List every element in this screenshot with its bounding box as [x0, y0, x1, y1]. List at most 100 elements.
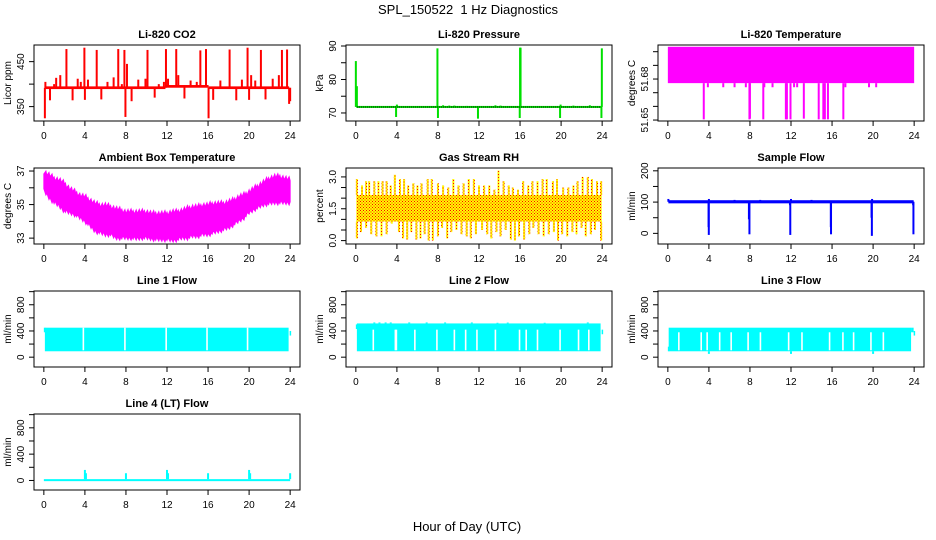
line-4-lt-flow-y-axis-label: ml/min	[3, 437, 14, 466]
li-820-co2-x-tick-label: 24	[285, 131, 297, 142]
sample-flow-x-tick-label: 0	[665, 254, 671, 265]
li-820-co2-y-axis-label: Licor ppm	[3, 61, 14, 105]
li-820-temperature-x-tick-label: 4	[706, 131, 712, 142]
line-3-flow-x-tick-label: 20	[868, 377, 880, 388]
line-3-flow-band	[667, 346, 670, 352]
line-1-flow-title: Line 1 Flow	[137, 275, 197, 287]
line-1-flow-x-tick-label: 0	[41, 377, 47, 388]
li-820-pressure-panel: Li-820 Pressure 0 4 8 12 16 20 24 70 80 90 kPa	[315, 29, 613, 142]
line-3-flow-title: Line 3 Flow	[761, 275, 821, 287]
li-820-co2-y-tick-label: 450	[16, 53, 27, 70]
li-820-temperature-x-tick-label: 24	[909, 131, 921, 142]
line-2-flow-x-tick-label: 16	[514, 377, 526, 388]
ambient-box-temperature-x-tick-label: 16	[202, 254, 214, 265]
line-1-flow-band	[43, 327, 46, 333]
gas-stream-rh-band	[356, 194, 602, 222]
li-820-pressure-x-tick-label: 0	[353, 131, 359, 142]
line-1-flow-band	[289, 330, 292, 336]
line-1-flow-y-tick-label: 800	[16, 296, 27, 313]
li-820-pressure-x-tick-label: 20	[556, 131, 568, 142]
line-2-flow-y-tick-label: 400	[328, 322, 339, 339]
line-4-lt-flow-y-tick-label: 0	[16, 477, 27, 483]
li-820-temperature-x-tick-label: 20	[868, 131, 880, 142]
line-2-flow-plot-area	[355, 322, 604, 352]
line-2-flow-y-axis-label: ml/min	[315, 314, 326, 343]
line-4-lt-flow-x-tick-label: 12	[161, 500, 173, 511]
ambient-box-temperature-y-tick-label: 33	[16, 232, 27, 244]
li-820-temperature-x-tick-label: 16	[826, 131, 838, 142]
sample-flow-y-tick-label: 200	[640, 162, 651, 179]
line-4-lt-flow-band	[43, 479, 291, 482]
line-2-flow-x-tick-label: 8	[435, 377, 441, 388]
sample-flow-y-axis-label: ml/min	[627, 191, 638, 220]
li-820-co2-title: Li-820 CO2	[138, 29, 195, 41]
line-3-flow-x-tick-label: 16	[826, 377, 838, 388]
line-4-lt-flow-x-tick-label: 24	[285, 500, 297, 511]
gas-stream-rh-y-tick-label: 3.0	[328, 170, 339, 184]
line-3-flow-y-tick-label: 800	[640, 296, 651, 313]
li-820-temperature-x-tick-label: 8	[747, 131, 753, 142]
line-2-flow-title: Line 2 Flow	[449, 275, 509, 287]
line-1-flow-x-tick-label: 12	[161, 377, 173, 388]
gas-stream-rh-y-tick-label: 1.5	[328, 201, 339, 215]
gas-stream-rh-x-tick-label: 8	[435, 254, 441, 265]
ambient-box-temperature-x-tick-label: 12	[161, 254, 173, 265]
sample-flow-x-tick-label: 20	[868, 254, 880, 265]
line-3-flow-y-tick-label: 0	[640, 354, 651, 360]
line-3-flow-band	[913, 330, 916, 336]
x-axis-label: Hour of Day (UTC)	[413, 519, 521, 534]
li-820-pressure-title: Li-820 Pressure	[438, 29, 520, 41]
sample-flow-x-tick-label: 24	[909, 254, 921, 265]
sample-flow-x-tick-label: 8	[747, 254, 753, 265]
gas-stream-rh-x-tick-label: 4	[394, 254, 400, 265]
line-3-flow-y-tick-label: 400	[640, 322, 651, 339]
ambient-box-temperature-plot-area	[43, 169, 291, 244]
line-2-flow-x-tick-label: 0	[353, 377, 359, 388]
li-820-co2-x-tick-label: 16	[202, 131, 214, 142]
line-1-flow-x-tick-label: 24	[285, 377, 297, 388]
ambient-box-temperature-envelope	[43, 169, 291, 244]
line-3-flow-plot-area	[667, 327, 916, 354]
line-1-flow-x-tick-label: 20	[244, 377, 256, 388]
li-820-co2-x-tick-label: 4	[82, 131, 88, 142]
li-820-pressure-x-tick-label: 12	[473, 131, 485, 142]
line-2-flow-band	[355, 324, 358, 329]
sample-flow-x-tick-label: 12	[785, 254, 797, 265]
li-820-co2-plot-area	[43, 47, 292, 119]
li-820-pressure-y-tick-label: 70	[328, 107, 339, 119]
line-1-flow-x-tick-label: 16	[202, 377, 214, 388]
gas-stream-rh-x-tick-label: 24	[597, 254, 609, 265]
line-3-flow-y-axis-label: ml/min	[627, 314, 638, 343]
li-820-pressure-x-tick-label: 8	[435, 131, 441, 142]
line-1-flow-y-axis-label: ml/min	[3, 314, 14, 343]
line-1-flow-y-tick-label: 0	[16, 354, 27, 360]
gas-stream-rh-title: Gas Stream RH	[439, 152, 519, 164]
line-4-lt-flow-x-tick-label: 16	[202, 500, 214, 511]
li-820-co2-band	[44, 86, 166, 90]
li-820-temperature-x-tick-label: 0	[665, 131, 671, 142]
line-3-flow-x-tick-label: 0	[665, 377, 671, 388]
li-820-co2-x-tick-label: 12	[161, 131, 173, 142]
gas-stream-rh-x-tick-label: 0	[353, 254, 359, 265]
li-820-temperature-plot-area	[667, 46, 915, 120]
line-3-flow-x-tick-label: 4	[706, 377, 712, 388]
ambient-box-temperature-x-tick-label: 20	[244, 254, 256, 265]
gas-stream-rh-x-tick-label: 12	[473, 254, 485, 265]
line-3-flow-x-tick-label: 12	[785, 377, 797, 388]
li-820-pressure-y-axis-label: kPa	[315, 74, 326, 92]
ambient-box-temperature-x-tick-label: 0	[41, 254, 47, 265]
line-2-flow-x-tick-label: 24	[597, 377, 609, 388]
sample-flow-y-tick-label: 0	[640, 230, 651, 236]
li-820-temperature-x-tick-label: 12	[785, 131, 797, 142]
line-4-lt-flow-title: Line 4 (LT) Flow	[126, 398, 209, 410]
line-3-flow-x-tick-label: 24	[909, 377, 921, 388]
ambient-box-temperature-y-tick-label: 37	[16, 165, 27, 177]
line-4-lt-flow-y-tick-label: 400	[16, 445, 27, 462]
gas-stream-rh-x-tick-label: 16	[514, 254, 526, 265]
